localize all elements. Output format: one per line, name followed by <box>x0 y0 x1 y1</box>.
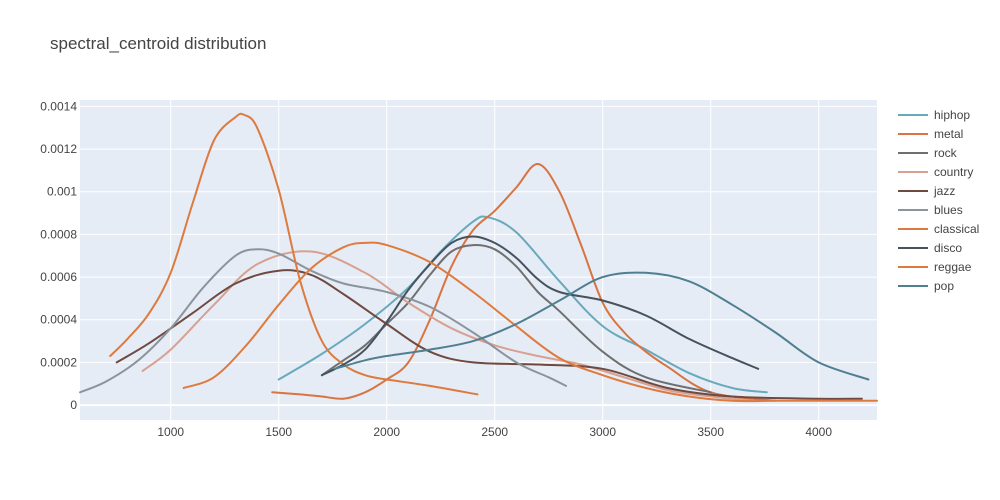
series-line-disco[interactable] <box>320 235 760 377</box>
legend-item-country[interactable]: country <box>898 165 973 179</box>
legend-label: reggae <box>934 260 972 274</box>
legend-label: hiphop <box>934 108 970 122</box>
legend-label: jazz <box>933 184 955 198</box>
x-tick-label: 3000 <box>589 425 616 439</box>
legend-item-metal[interactable]: metal <box>898 127 963 141</box>
legend-item-rock[interactable]: rock <box>898 146 958 160</box>
legend-label: rock <box>934 146 958 160</box>
x-tick-label: 3500 <box>697 425 724 439</box>
y-tick-label: 0.001 <box>47 185 77 199</box>
y-tick-label: 0.0012 <box>40 142 77 156</box>
y-tick-label: 0.0014 <box>40 99 77 113</box>
legend-item-reggae[interactable]: reggae <box>898 260 972 274</box>
series-line-country[interactable] <box>141 250 755 402</box>
legend-label: country <box>934 165 973 179</box>
series-line-metal[interactable] <box>271 163 777 402</box>
x-tick-label: 2500 <box>481 425 508 439</box>
legend-item-blues[interactable]: blues <box>898 203 963 217</box>
x-tick-label: 1000 <box>157 425 184 439</box>
y-tick-label: 0 <box>70 398 77 412</box>
y-tick-label: 0.0006 <box>40 270 77 284</box>
x-tick-label: 2000 <box>373 425 400 439</box>
legend-item-classical[interactable]: classical <box>898 222 979 236</box>
legend-label: metal <box>934 127 963 141</box>
y-tick-label: 0.0008 <box>40 227 77 241</box>
legend-item-hiphop[interactable]: hiphop <box>898 108 970 122</box>
legend-item-disco[interactable]: disco <box>898 241 962 255</box>
series-line-blues[interactable] <box>79 248 567 394</box>
series-line-rock[interactable] <box>320 244 712 394</box>
series-line-jazz[interactable] <box>115 269 863 400</box>
x-tick-label: 1500 <box>265 425 292 439</box>
x-tick-label: 4000 <box>805 425 832 439</box>
legend-item-jazz[interactable]: jazz <box>898 184 955 198</box>
legend-label: classical <box>934 222 979 236</box>
y-tick-label: 0.0004 <box>40 313 77 327</box>
legend-item-pop[interactable]: pop <box>898 279 954 293</box>
plot-area <box>80 100 877 420</box>
series-line-hiphop[interactable] <box>277 215 768 394</box>
legend-label: disco <box>934 241 962 255</box>
y-tick-label: 0.0002 <box>40 355 77 369</box>
series-line-classical[interactable] <box>109 112 479 396</box>
series-line-pop[interactable] <box>333 271 870 381</box>
legend-label: pop <box>934 279 954 293</box>
chart-title: spectral_centroid distribution <box>50 34 267 53</box>
legend-label: blues <box>934 203 963 217</box>
series-line-reggae[interactable] <box>182 241 878 403</box>
